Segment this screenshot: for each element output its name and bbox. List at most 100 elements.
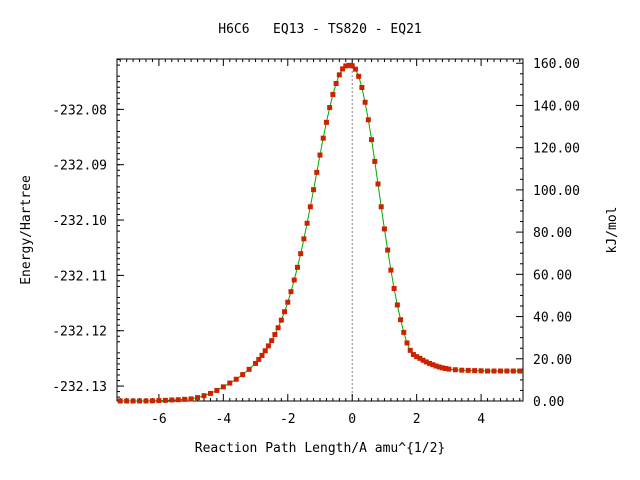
data-point [369,137,375,143]
data-point [124,398,130,404]
data-point [291,277,297,283]
data-point [452,367,458,373]
chart-title: H6C6 EQ13 - TS820 - EQ21 [218,22,422,37]
data-point [214,387,220,393]
data-point [317,152,323,158]
data-point [378,204,384,210]
plot-frame [116,58,524,402]
y2-tick-label: 40.00 [533,311,572,326]
data-point [394,302,400,308]
data-point [262,348,268,354]
data-point [130,398,136,404]
data-point [359,85,365,90]
data-point [301,236,307,242]
y-tick-label: -232.12 [52,325,107,340]
y-tick-label: -232.10 [52,214,107,229]
data-point [294,264,300,270]
data-point [420,357,426,363]
y-tick-label: -232.08 [52,103,107,118]
y-tick-label: -232.13 [52,380,107,395]
y-tick-label: -232.11 [52,269,107,284]
data-point [288,289,294,295]
x-axis-label: Reaction Path Length/A amu^{1/2} [195,441,445,456]
data-point [240,372,246,378]
data-point [362,99,368,105]
data-point [207,390,213,396]
data-point [465,367,471,373]
data-point [307,204,313,210]
data-point [504,368,510,374]
x-tick-label: 0 [348,412,356,427]
data-point [485,368,491,374]
data-point [459,367,465,373]
data-point [381,226,387,232]
y2-tick-label: 0.00 [533,395,564,410]
x-tick-label: -2 [280,412,296,427]
data-point [195,395,201,401]
data-point [278,317,284,323]
data-point [156,398,162,404]
y2-tick-label: 100.00 [533,184,580,199]
data-point [265,343,271,349]
data-point [175,397,181,403]
data-point [497,368,503,374]
data-point [443,365,449,371]
data-point [169,397,175,403]
data-point [327,105,333,111]
data-point [272,332,278,337]
y2-tick-label: 140.00 [533,99,580,114]
x-tick-label: -6 [151,412,167,427]
data-point [143,398,149,404]
plot-area: -6 -4 -2 0 2 4 -232.08 -232.09 -232.10 -232.11 -23… [52,57,580,427]
x-tick-label: -4 [216,412,232,427]
y-tick-label: -232.09 [52,159,107,174]
data-point [427,360,433,366]
data-point [433,363,439,369]
x-tick-label: 4 [477,412,485,427]
data-point [311,187,317,193]
data-point [285,299,291,305]
data-point [410,352,416,358]
data-point [398,317,404,323]
y2-tick-label: 60.00 [533,268,572,283]
data-point [346,62,352,68]
energy-profile-line [120,64,520,402]
data-point [275,325,281,331]
data-point [336,72,342,78]
y2-axis-label: kJ/mol [605,207,620,254]
data-point [414,354,420,360]
data-point [259,352,265,358]
data-point [304,220,310,226]
data-point [391,285,397,291]
data-point [404,340,410,346]
data-point [201,393,207,399]
data-point [423,359,429,365]
data-point [320,135,326,141]
data-point [365,117,371,123]
data-point [233,376,239,382]
data-point [340,66,346,72]
y-axis-label: Energy/Hartree [19,175,34,285]
data-point [246,366,252,372]
data-point [478,368,484,374]
data-point [439,365,445,371]
data-point [372,158,378,164]
data-point [430,362,436,368]
data-point [227,380,233,386]
data-point [510,368,516,374]
data-point [333,80,339,86]
data-point [446,366,452,372]
data-point [356,73,362,79]
y2-tick-label: 160.00 [533,57,580,72]
data-point [472,368,478,374]
data-point [253,360,259,366]
data-point [330,91,336,97]
data-point [117,398,123,404]
data-point [298,251,304,257]
data-point [407,347,413,353]
y2-tick-label: 120.00 [533,142,580,157]
data-point [162,397,168,403]
data-point [401,329,407,335]
data-point [352,66,358,72]
